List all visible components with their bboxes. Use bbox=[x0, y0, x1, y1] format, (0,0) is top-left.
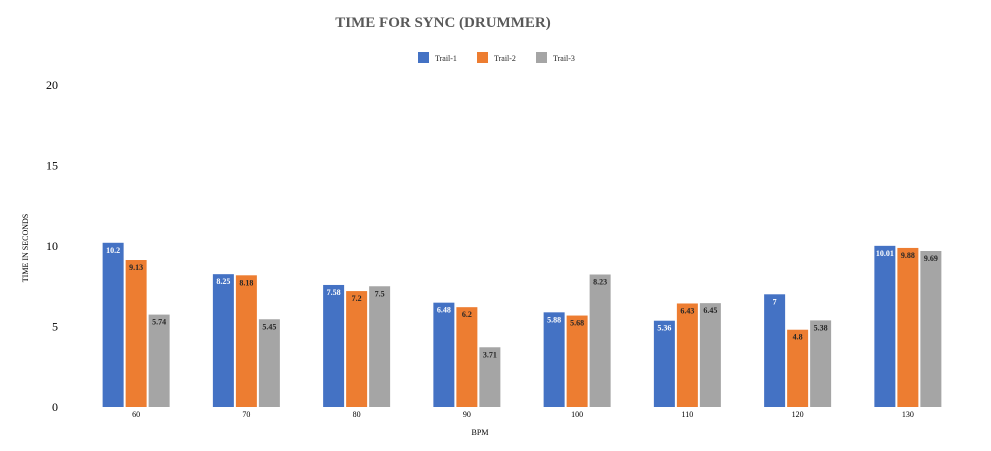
legend-label: Trail-1 bbox=[435, 54, 457, 63]
data-label: 7.58 bbox=[327, 288, 341, 297]
bar-trail-2-110 bbox=[676, 303, 698, 407]
y-tick-label: 10 bbox=[46, 239, 58, 253]
bar-trail-3-80 bbox=[369, 286, 391, 407]
y-axis-ticks: 0 5 10 15 20 bbox=[46, 78, 58, 414]
data-label: 5.36 bbox=[657, 324, 671, 333]
legend-swatch-trail-2 bbox=[477, 52, 488, 63]
data-label: 5.68 bbox=[570, 319, 584, 328]
data-label: 10.01 bbox=[876, 249, 894, 258]
y-tick-label: 20 bbox=[46, 78, 58, 92]
bar-trail-2-90 bbox=[456, 307, 478, 407]
bar-trail-1-100 bbox=[543, 312, 565, 407]
bar-trail-2-80 bbox=[346, 291, 368, 407]
bar-trail-2-100 bbox=[566, 315, 588, 407]
data-label: 3.71 bbox=[483, 350, 497, 359]
bar-trail-3-130 bbox=[920, 250, 942, 407]
bar-trail-3-60 bbox=[148, 314, 170, 407]
data-label: 6.43 bbox=[680, 306, 694, 315]
x-tick-label: 60 bbox=[132, 410, 140, 419]
legend-label: Trail-3 bbox=[553, 54, 575, 63]
data-label: 5.45 bbox=[262, 322, 276, 331]
bar-trail-2-70 bbox=[235, 275, 257, 407]
x-tick-label: 110 bbox=[682, 410, 694, 419]
data-label: 8.23 bbox=[593, 277, 607, 286]
bar-trail-2-120 bbox=[787, 329, 809, 407]
legend-label: Trail-2 bbox=[494, 54, 516, 63]
data-label: 9.69 bbox=[924, 254, 938, 263]
data-label: 10.2 bbox=[106, 246, 120, 255]
chart-title: TIME FOR SYNC (DRUMMER) bbox=[335, 15, 550, 31]
data-label: 7 bbox=[773, 297, 777, 306]
bar-trail-1-80 bbox=[323, 284, 345, 407]
data-label: 8.25 bbox=[216, 277, 230, 286]
data-label: 6.48 bbox=[437, 306, 451, 315]
x-tick-label: 70 bbox=[242, 410, 250, 419]
legend: Trail-1 Trail-2 Trail-3 bbox=[418, 52, 575, 63]
data-label: 7.5 bbox=[375, 289, 385, 298]
bar-trail-2-60 bbox=[125, 260, 147, 407]
x-axis-ticks: 60 70 80 90 100 110 120 130 bbox=[132, 410, 914, 419]
data-label: 6.2 bbox=[462, 310, 472, 319]
x-axis-label: BPM bbox=[472, 428, 489, 437]
legend-swatch-trail-3 bbox=[536, 52, 547, 63]
bar-trail-1-60 bbox=[102, 242, 124, 407]
data-label: 7.2 bbox=[352, 294, 362, 303]
y-tick-label: 0 bbox=[52, 400, 58, 414]
x-tick-label: 120 bbox=[792, 410, 804, 419]
bar-trail-3-100 bbox=[589, 274, 611, 407]
bars: 10.2 9.13 5.74 8.25 8.18 5.45 7.58 7.2 7.5 6.48 6.… bbox=[102, 242, 942, 407]
y-tick-label: 5 bbox=[52, 320, 58, 334]
x-tick-label: 100 bbox=[571, 410, 583, 419]
data-label: 5.88 bbox=[547, 315, 561, 324]
bar-trail-3-70 bbox=[258, 319, 280, 407]
bar-trail-1-70 bbox=[212, 274, 234, 407]
bar-trail-1-120 bbox=[764, 294, 786, 407]
bar-trail-2-130 bbox=[897, 247, 919, 407]
bar-trail-1-90 bbox=[433, 302, 455, 407]
bar-trail-1-110 bbox=[653, 320, 675, 407]
bar-trail-1-130 bbox=[874, 245, 896, 407]
y-axis-label: TIME IN SECONDS bbox=[21, 214, 30, 282]
bar-trail-3-120 bbox=[810, 320, 832, 407]
legend-swatch-trail-1 bbox=[418, 52, 429, 63]
data-label: 9.13 bbox=[129, 263, 143, 272]
data-label: 5.74 bbox=[152, 318, 166, 327]
data-label: 5.38 bbox=[814, 323, 828, 332]
data-label: 8.18 bbox=[239, 278, 253, 287]
data-label: 9.88 bbox=[901, 251, 915, 260]
x-tick-label: 130 bbox=[902, 410, 914, 419]
y-tick-label: 15 bbox=[46, 159, 58, 173]
data-label: 6.45 bbox=[703, 306, 717, 315]
x-tick-label: 90 bbox=[463, 410, 471, 419]
data-label: 4.8 bbox=[793, 333, 803, 342]
bar-trail-3-90 bbox=[479, 347, 501, 407]
bar-trail-3-110 bbox=[699, 303, 721, 407]
x-tick-label: 80 bbox=[353, 410, 361, 419]
